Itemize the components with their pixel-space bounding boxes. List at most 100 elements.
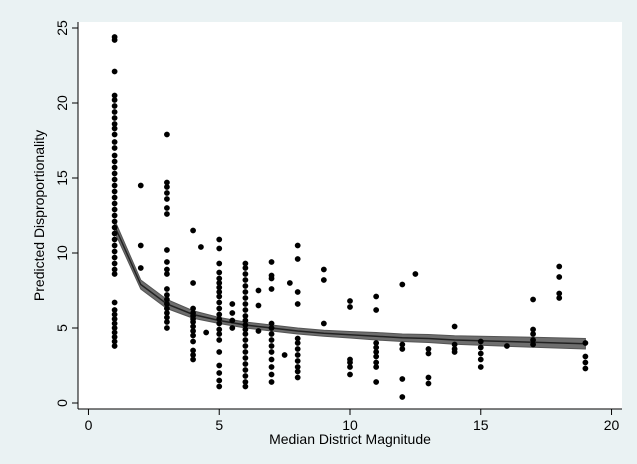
scatter-point — [477, 338, 484, 345]
scatter-point — [229, 301, 236, 307]
scatter-point — [216, 362, 223, 369]
scatter-point — [320, 277, 327, 283]
scatter-point — [111, 92, 118, 99]
scatter-point — [242, 361, 249, 367]
scatter-point — [190, 338, 196, 345]
scatter-point — [504, 343, 510, 349]
scatter-point — [111, 266, 118, 273]
scatter-point — [477, 350, 484, 357]
x-axis-title: Median District Magnitude — [269, 431, 431, 447]
scatter-point — [111, 311, 118, 318]
scatter-point — [530, 331, 536, 337]
scatter-point — [242, 307, 249, 313]
scatter-point — [294, 301, 301, 307]
scatter-point — [268, 349, 275, 355]
scatter-point — [111, 164, 118, 171]
scatter-point — [111, 230, 118, 237]
scatter-point — [582, 365, 589, 372]
scatter-point — [268, 379, 275, 385]
scatter-point — [216, 331, 223, 337]
y-tick-label: 10 — [54, 245, 70, 261]
scatter-point — [164, 247, 170, 253]
scatter-point — [268, 325, 275, 331]
x-tick-label: 5 — [215, 417, 223, 433]
scatter-point — [216, 326, 223, 333]
scatter-point — [216, 299, 223, 306]
scatter-point — [111, 188, 118, 195]
scatter-point — [164, 305, 170, 312]
scatter-point — [164, 184, 170, 190]
scatter-point — [347, 304, 353, 310]
scatter-point — [242, 367, 249, 373]
scatter-point — [294, 289, 301, 295]
scatter-point — [268, 371, 275, 378]
scatter-point — [164, 292, 170, 298]
scatter-point — [111, 37, 118, 43]
scatter-point — [477, 364, 484, 370]
scatter-point — [190, 332, 196, 339]
scatter-point — [111, 224, 118, 231]
scatter-point — [137, 265, 144, 271]
scatter-point — [111, 248, 118, 255]
scatter-point — [373, 379, 380, 385]
scatter-point — [294, 335, 301, 342]
scatter-point — [111, 338, 118, 345]
scatter-point — [373, 293, 380, 300]
scatter-point — [190, 305, 196, 312]
scatter-point — [242, 331, 249, 337]
scatter-point — [477, 344, 484, 351]
scatter-point — [425, 350, 432, 357]
scatter-point — [347, 371, 353, 378]
scatter-point — [242, 379, 249, 385]
scatter-point — [111, 325, 118, 331]
scatter-point — [347, 364, 353, 370]
scatter-point — [294, 374, 301, 381]
scatter-point — [190, 352, 196, 358]
scatter-point — [451, 323, 458, 330]
y-axis-title: Predicted Disproportionality — [31, 130, 47, 301]
scatter-point — [399, 281, 406, 288]
scatter-point — [216, 305, 223, 312]
x-tick-label: 10 — [342, 417, 358, 433]
scatter-point — [242, 283, 249, 289]
scatter-point — [347, 298, 353, 304]
scatter-point — [164, 259, 170, 265]
scatter-point — [216, 293, 223, 300]
scatter-point — [530, 341, 536, 348]
scatter-point — [111, 145, 118, 151]
scatter-point — [190, 347, 196, 354]
scatter-point — [111, 194, 118, 201]
scatter-point — [216, 320, 223, 327]
scatter-point — [268, 320, 275, 327]
scatter-point — [242, 271, 249, 277]
scatter-point — [164, 286, 170, 292]
scatter-point — [164, 319, 170, 325]
scatter-point — [111, 176, 118, 183]
scatter-point — [164, 314, 170, 321]
scatter-point — [530, 326, 536, 333]
scatter-point — [399, 376, 406, 382]
y-tick-label: 0 — [54, 399, 70, 407]
scatter-point — [111, 125, 118, 132]
scatter-point — [190, 356, 196, 363]
scatter-point — [242, 260, 249, 267]
scatter-point — [111, 334, 118, 340]
scatter-point — [255, 302, 262, 309]
scatter-point — [286, 280, 293, 286]
scatter-point — [556, 295, 563, 301]
scatter-point — [164, 211, 170, 217]
scatter-point — [111, 115, 118, 121]
scatter-point — [216, 284, 223, 291]
scatter-point — [164, 205, 170, 211]
scatter-point — [255, 287, 262, 294]
scatter-point — [216, 275, 223, 282]
scatter-point — [425, 380, 432, 387]
scatter-point — [268, 275, 275, 282]
scatter-point — [229, 317, 236, 324]
scatter-points-layer — [111, 34, 589, 400]
scatter-point — [242, 337, 249, 343]
scatter-point — [111, 131, 118, 138]
scatter-point — [373, 344, 380, 351]
scatter-point — [164, 296, 170, 303]
